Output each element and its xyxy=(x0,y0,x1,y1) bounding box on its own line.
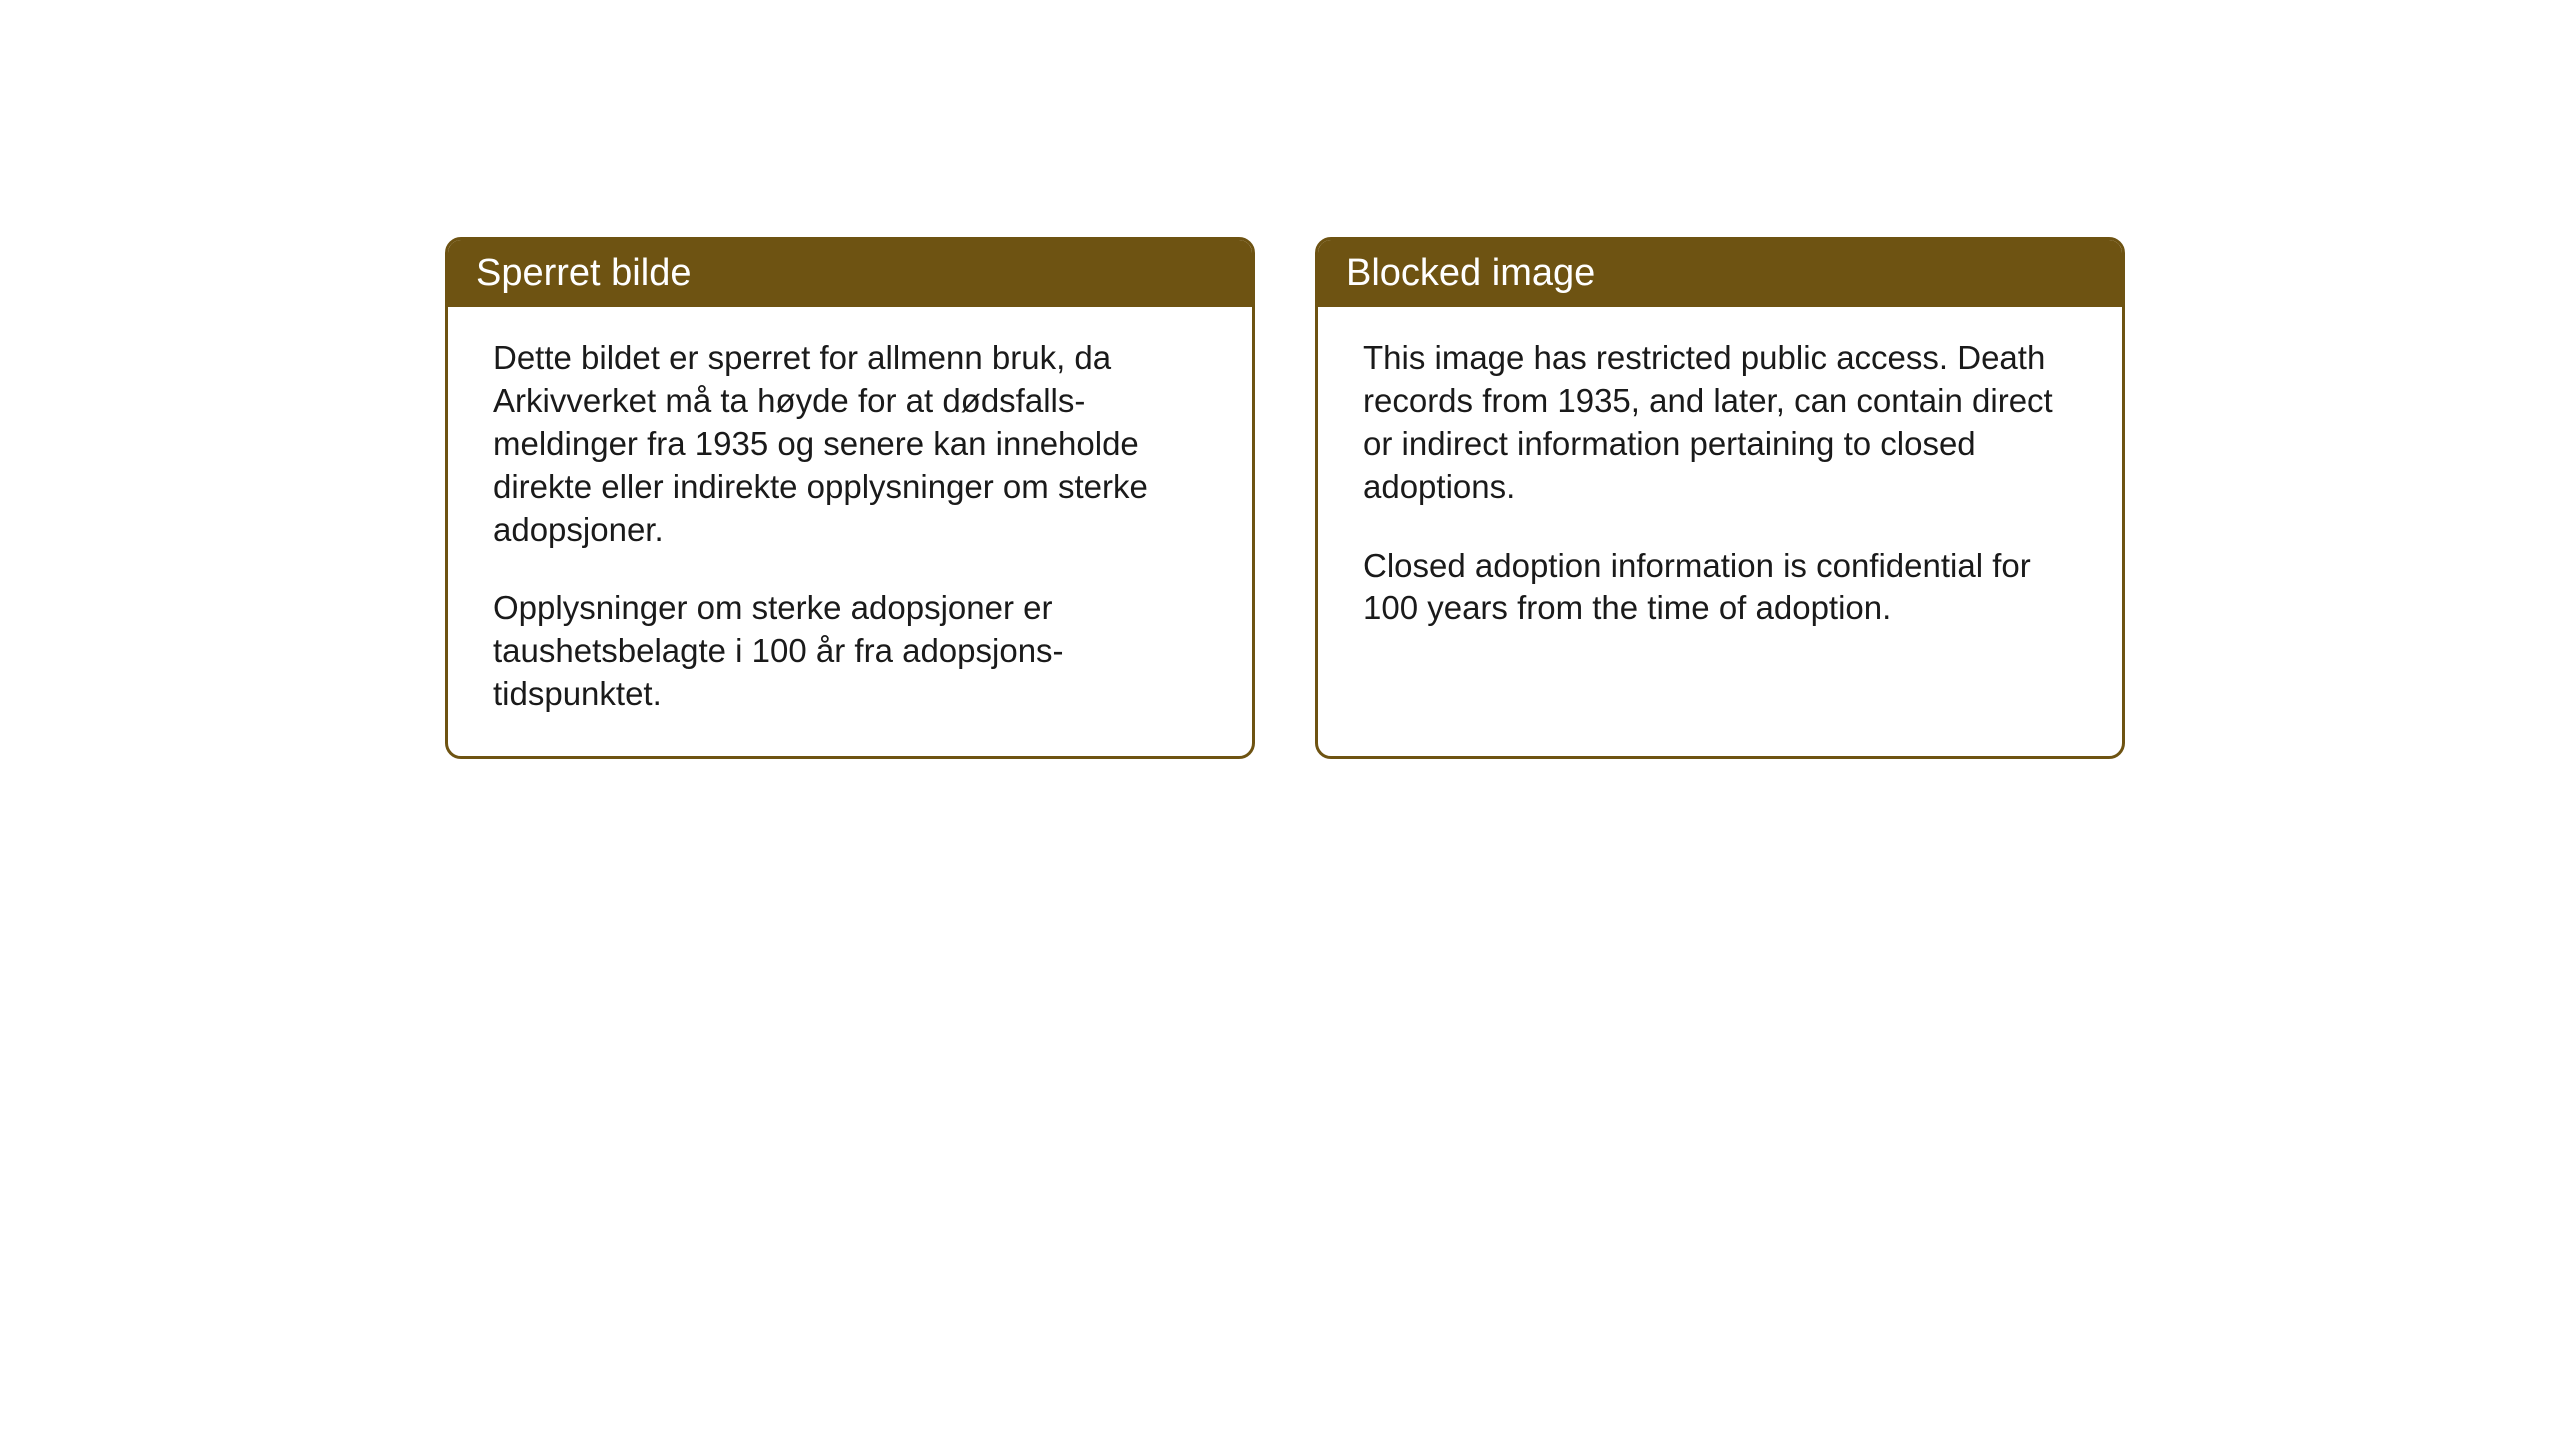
notice-paragraph-1-norwegian: Dette bildet er sperret for allmenn bruk… xyxy=(493,337,1207,551)
notice-paragraph-2-norwegian: Opplysninger om sterke adopsjoner er tau… xyxy=(493,587,1207,716)
notice-header-norwegian: Sperret bilde xyxy=(448,240,1252,307)
notice-container: Sperret bilde Dette bildet er sperret fo… xyxy=(445,237,2125,759)
notice-title-english: Blocked image xyxy=(1346,252,1595,294)
notice-title-norwegian: Sperret bilde xyxy=(476,252,691,294)
notice-paragraph-2-english: Closed adoption information is confident… xyxy=(1363,545,2077,631)
notice-body-english: This image has restricted public access.… xyxy=(1318,307,2122,697)
notice-body-norwegian: Dette bildet er sperret for allmenn bruk… xyxy=(448,307,1252,756)
notice-box-english: Blocked image This image has restricted … xyxy=(1315,237,2125,759)
notice-header-english: Blocked image xyxy=(1318,240,2122,307)
notice-paragraph-1-english: This image has restricted public access.… xyxy=(1363,337,2077,509)
notice-box-norwegian: Sperret bilde Dette bildet er sperret fo… xyxy=(445,237,1255,759)
